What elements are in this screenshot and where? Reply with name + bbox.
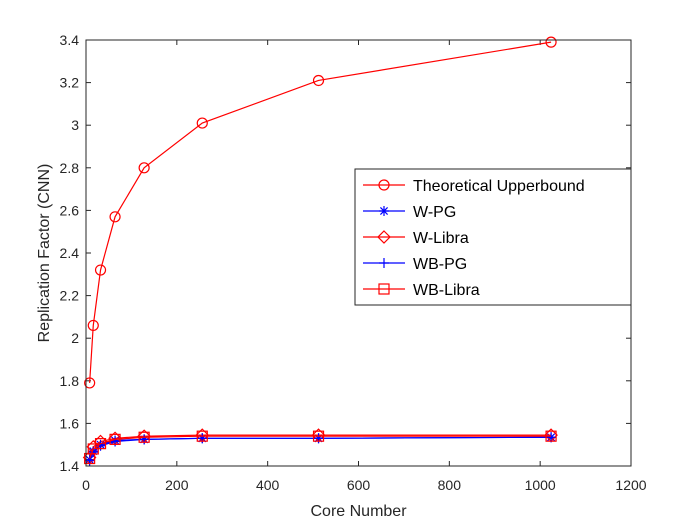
x-tick-label: 400 [256,477,280,493]
series-line [89,436,552,461]
y-tick-label: 3.4 [60,32,80,48]
series-wb-libra [84,430,557,465]
y-tick-label: 1.6 [60,415,80,431]
x-tick-label: 1200 [615,477,646,493]
data-point [109,211,121,223]
legend-label: WB-Libra [413,282,480,299]
y-tick-label: 3.2 [60,75,80,91]
x-tick-label: 800 [438,477,462,493]
series-theoretical-upperbound [84,36,557,389]
data-point [546,432,557,443]
y-tick-label: 2.2 [60,288,80,304]
y-tick-label: 3 [71,117,79,133]
series-line [89,434,552,458]
legend-label: WB-PG [413,256,467,273]
series-layer [82,36,558,466]
axes: 0 200 400 600 800 1000 1200 1.4 1.6 1.8 2 2.2 2.4 2.6… [60,32,647,493]
y-tick-label: 2 [71,330,79,346]
data-point [138,431,150,443]
series-wb-pg [84,432,557,466]
x-tick-label: 200 [165,477,189,493]
data-point [312,430,325,442]
series-line [89,41,552,383]
x-axis-title: Core Number [310,503,407,520]
legend-marker [378,179,390,191]
y-axis-title: Replication Factor (CNN) [36,164,53,343]
data-point [196,117,208,129]
x-tick-label: 0 [82,477,90,493]
legend-label: W-PG [413,204,456,221]
legend-marker [379,258,389,268]
data-point [138,162,150,174]
y-tick-label: 1.8 [60,373,80,389]
data-point [94,438,107,450]
data-point [545,430,557,442]
y-tick-label: 2.4 [60,245,80,261]
data-point [109,433,121,445]
data-point [84,377,96,389]
data-point [94,264,107,276]
y-tick-label: 2.6 [60,202,80,218]
legend: Theoretical Upperbound W-PG W-Libra WB-PG WB… [354,168,632,306]
y-tick-label: 1.4 [60,458,80,474]
legend-marker [378,283,390,295]
data-point [545,36,557,48]
y-tick-label: 2.8 [60,160,80,176]
x-tick-label: 600 [347,477,371,493]
legend-label: Theoretical Upperbound [413,178,585,195]
data-point [196,430,208,442]
legend-marker [379,206,389,216]
legend-marker [377,230,391,244]
series-line [89,435,552,459]
data-point [87,319,99,332]
legend-label: W-Libra [413,230,469,247]
x-tick-label: 1000 [525,477,556,493]
data-point [312,74,325,87]
